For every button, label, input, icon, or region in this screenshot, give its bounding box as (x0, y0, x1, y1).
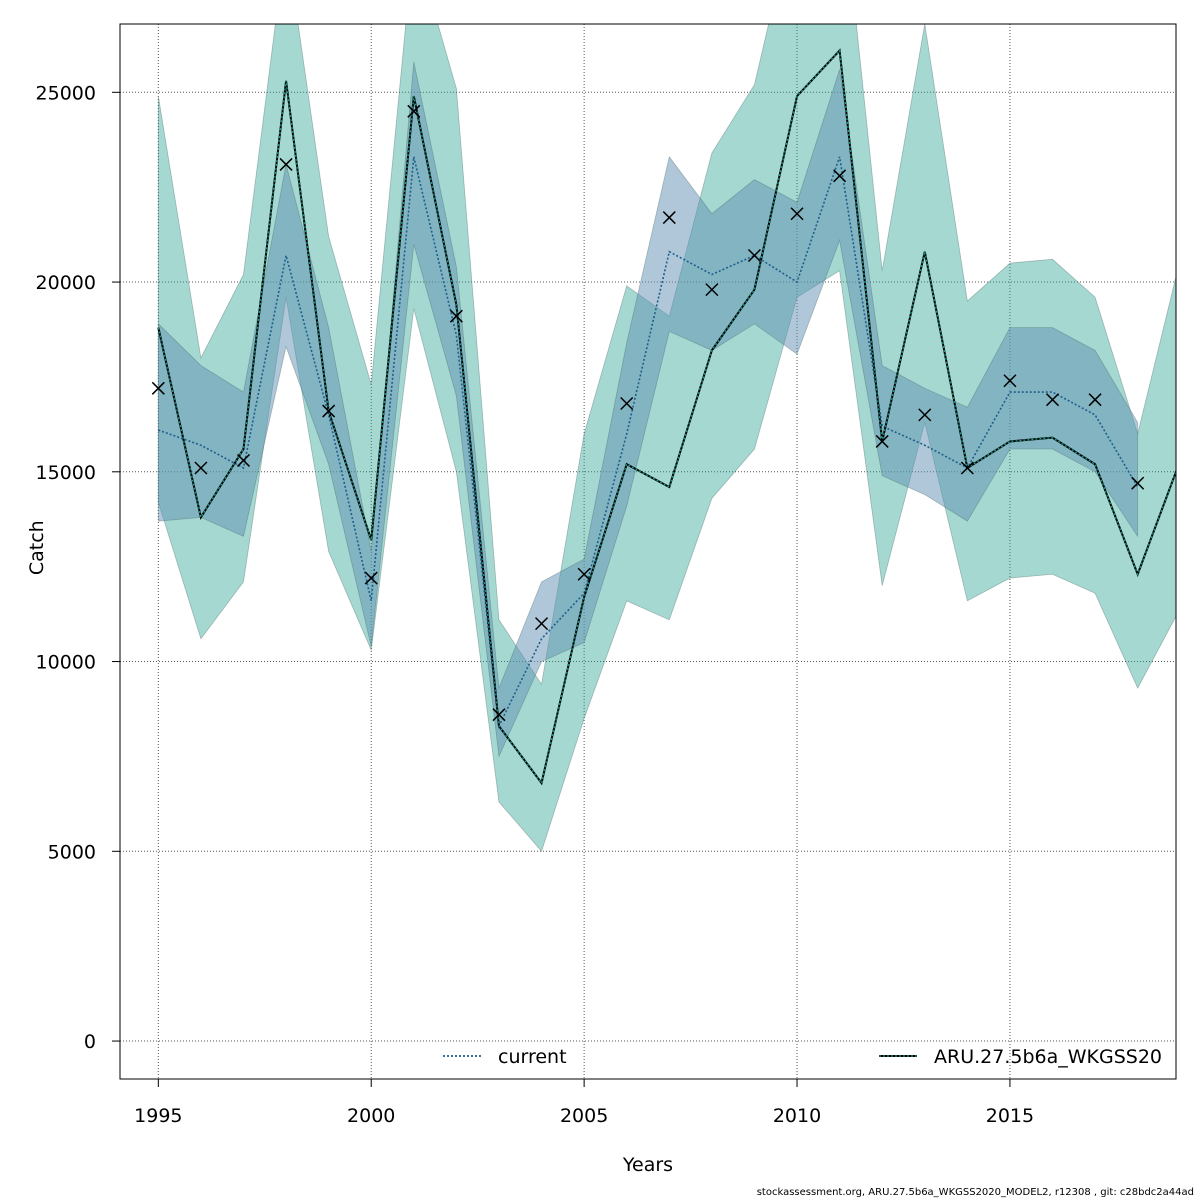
axes: 1995 2000 2005 2010 2015 0 5000 10000 15000 20000… (36, 82, 1035, 1127)
observed-point (1045, 393, 1060, 407)
x-axis-title: Years (622, 1154, 673, 1176)
observed-point (1003, 374, 1017, 388)
observed-point (535, 617, 549, 631)
observed-point (364, 571, 378, 585)
y-tick-label: 15000 (36, 462, 96, 484)
observed-point (407, 104, 421, 118)
y-tick-label: 10000 (36, 652, 96, 674)
x-tick-label: 2005 (560, 1105, 608, 1127)
observed-point (151, 381, 165, 395)
x-tick-label: 2000 (347, 1105, 395, 1127)
observed-point (194, 461, 208, 475)
legend: current ARU.27.5b6a_WKGSS20 (443, 1046, 1162, 1068)
y-tick-label: 5000 (48, 841, 96, 863)
observed-point (875, 434, 889, 448)
legend-label-current: current (498, 1046, 567, 1068)
observed-point (279, 157, 293, 171)
observed-point (747, 248, 761, 263)
x-tick-label: 2015 (986, 1105, 1034, 1127)
observed-point (705, 283, 719, 297)
confidence-bands (157, 24, 1176, 853)
legend-label-wkgss: ARU.27.5b6a_WKGSS20 (934, 1046, 1162, 1068)
observed-point (449, 309, 463, 323)
observed-point (1131, 476, 1145, 490)
observed-point (577, 567, 591, 581)
x-tick-label: 2010 (773, 1105, 821, 1127)
footer-note: stockassessment.org, ARU.27.5b6a_WKGSS20… (756, 1187, 1194, 1198)
observed-point (322, 404, 336, 418)
observed-point (492, 708, 506, 722)
y-tick-label: 0 (84, 1031, 96, 1053)
observed-point (662, 211, 676, 225)
y-tick-label: 25000 (36, 82, 96, 104)
observed-point (833, 169, 847, 183)
observed-point (918, 408, 932, 422)
y-axis-title: Catch (26, 520, 48, 575)
plot-frame (119, 23, 1177, 1080)
observed-point (236, 453, 251, 467)
y-tick-label: 20000 (36, 272, 96, 294)
observed-points (151, 104, 1145, 722)
band-current (157, 61, 1139, 758)
x-tick-label: 1995 (134, 1105, 182, 1127)
observed-point (960, 461, 974, 475)
observed-point (620, 396, 634, 411)
observed-point (790, 207, 804, 221)
observed-point (1088, 393, 1102, 407)
